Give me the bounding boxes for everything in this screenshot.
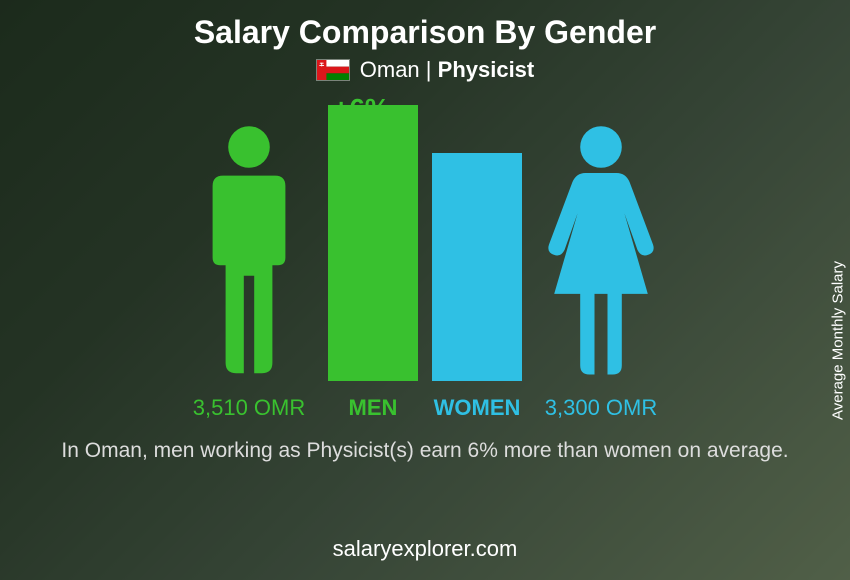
men-value: 3,510 OMR [184,395,314,421]
labels-row: 3,510 OMR MEN WOMEN 3,300 OMR [0,395,850,421]
chart-area: +6% [0,91,850,431]
female-icon-col [536,121,666,381]
infographic-root: Salary Comparison By Gender Oman | Physi… [0,0,850,580]
women-label: WOMEN [432,395,522,421]
female-icon [536,121,666,381]
male-icon [184,121,314,381]
subtitle-occupation: Physicist [438,57,535,82]
description-text: In Oman, men working as Physicist(s) ear… [0,437,850,465]
subtitle-text: Oman | Physicist [360,57,535,83]
bars-row [0,105,850,381]
men-label: MEN [328,395,418,421]
flag-icon [316,59,350,81]
male-icon-col [184,121,314,381]
bar-men [328,105,418,381]
subtitle-country: Oman [360,57,420,82]
footer-text: salaryexplorer.com [0,536,850,562]
page-title: Salary Comparison By Gender [0,0,850,51]
content-wrapper: Salary Comparison By Gender Oman | Physi… [0,0,850,580]
bar-women [432,153,522,381]
women-value: 3,300 OMR [536,395,666,421]
subtitle-sep: | [426,57,432,82]
subtitle-row: Oman | Physicist [0,57,850,83]
y-axis-label: Average Monthly Salary [830,261,847,420]
